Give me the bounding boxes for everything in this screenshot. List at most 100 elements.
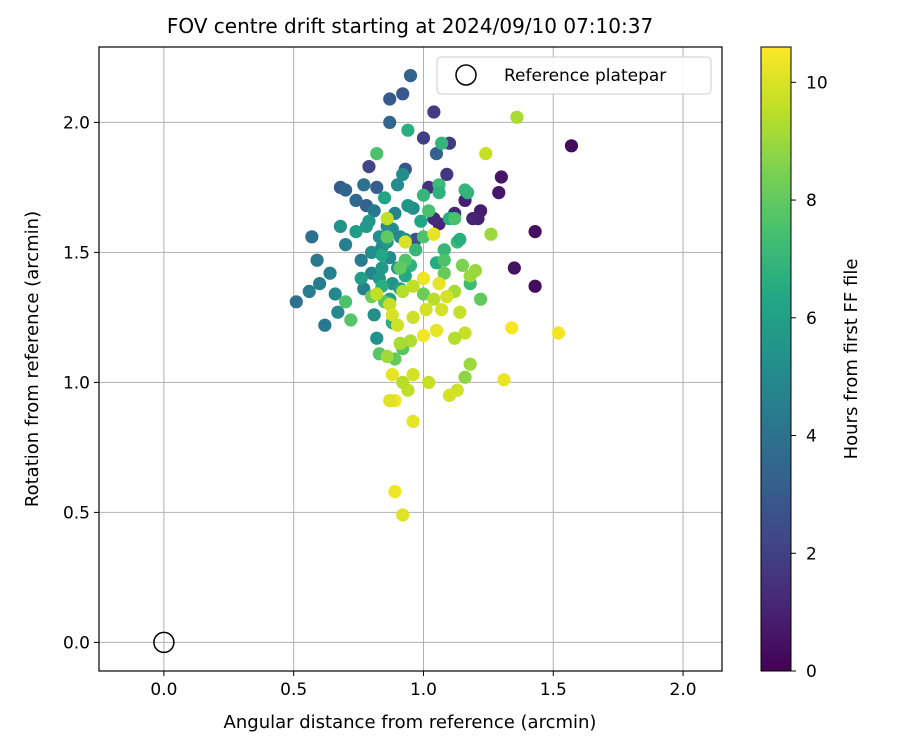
scatter-point [494, 170, 508, 184]
scatter-point [302, 284, 316, 298]
scatter-point [458, 326, 472, 340]
scatter-point [510, 110, 524, 124]
scatter-point [354, 271, 368, 285]
scatter-point [406, 279, 420, 293]
scatter-point [403, 69, 418, 83]
scatter-point [435, 303, 449, 317]
scatter-point [422, 204, 436, 218]
legend-entry: Reference platepar [504, 66, 666, 86]
scatter-point [429, 147, 444, 161]
scatter-point [484, 227, 498, 241]
x-tick-label: 2.0 [670, 680, 697, 700]
scatter-point [505, 321, 519, 335]
scatter-point [458, 370, 472, 384]
scatter-point [401, 199, 415, 213]
colorbar-tick-label: 0 [806, 662, 817, 682]
scatter-point [305, 230, 319, 244]
scatter-point [385, 368, 399, 382]
scatter-point [448, 212, 462, 226]
scatter-point [370, 180, 384, 194]
scatter-point [390, 318, 405, 332]
scatter-point [344, 313, 358, 327]
scatter-point [370, 147, 384, 161]
scatter-point [339, 238, 353, 252]
scatter-point [354, 253, 368, 267]
scatter-point [393, 261, 407, 275]
scatter-point [375, 261, 389, 275]
colorbar-tick-label: 10 [806, 73, 828, 93]
scatter-point [461, 186, 475, 200]
scatter-point [416, 188, 431, 202]
scatter-point [406, 414, 420, 428]
scatter-point [466, 212, 480, 226]
scatter-point [313, 277, 327, 291]
x-axis-ticks: 0.0 0.5 1.0 1.5 2.0 [150, 671, 697, 700]
plot-frame [98, 46, 723, 672]
scatter-point [383, 92, 397, 106]
scatter-point [427, 292, 441, 306]
colorbar-tick-label: 6 [806, 309, 817, 329]
scatter-point [380, 212, 394, 226]
scatter-point [442, 388, 457, 402]
scatter-point [396, 375, 410, 389]
reference-marker [153, 631, 175, 654]
colorbar-tick-label: 2 [806, 544, 817, 564]
scatter-point [416, 230, 431, 244]
scatter-point [437, 266, 451, 280]
scatter-point [453, 305, 467, 319]
colorbar-tick-label: 4 [806, 427, 817, 447]
x-tick-label: 0.0 [150, 680, 177, 700]
scatter-point [289, 295, 303, 309]
scatter-point [409, 243, 423, 257]
legend-box [436, 56, 712, 95]
scatter-point [349, 225, 363, 239]
scatter-point [528, 279, 542, 293]
scatter-point [416, 131, 431, 145]
scatter-point [406, 310, 420, 324]
scatter-point [393, 336, 407, 350]
colorbar-ticks: 0 2 4 6 8 10 [791, 73, 828, 682]
scatter-point [339, 183, 353, 197]
scatter-point [362, 160, 376, 174]
scatter-point [370, 287, 384, 301]
scatter-point [367, 308, 381, 322]
scatter-point [416, 287, 431, 301]
scatter-point [492, 186, 506, 200]
scatter-point [429, 323, 444, 337]
scatter-point [440, 167, 454, 181]
scatter-point [440, 290, 454, 304]
scatter-point [401, 123, 415, 137]
y-axis-ticks: 0.0 0.5 1.0 1.5 2.0 [63, 113, 99, 653]
scatter-point [473, 292, 488, 306]
y-tick-label: 0.5 [63, 503, 90, 523]
scatter-point [396, 284, 410, 298]
scatter-point [367, 204, 381, 218]
scatter-points [289, 69, 579, 522]
y-tick-label: 2.0 [63, 113, 90, 133]
scatter-point [357, 178, 371, 192]
scatter-point [432, 186, 446, 200]
reference-platepar-marker [153, 631, 175, 654]
scatter-point [383, 115, 397, 129]
scatter-point [416, 271, 431, 285]
x-tick-label: 1.0 [410, 680, 437, 700]
scatter-point [377, 191, 392, 205]
scatter-point [318, 318, 332, 332]
scatter-point [437, 253, 451, 267]
scatter-point [432, 277, 446, 291]
scatter-point [414, 214, 428, 228]
scatter-point [406, 368, 420, 382]
y-axis-label: Rotation from reference (arcmin) [22, 211, 43, 507]
scatter-point [383, 297, 397, 311]
scatter-point [388, 485, 402, 499]
scatter-point [396, 167, 410, 181]
scatter-point [362, 214, 376, 228]
scatter-point [396, 87, 410, 101]
scatter-point [463, 269, 477, 283]
scatter-point [497, 373, 511, 387]
scatter-point [323, 266, 337, 280]
scatter-point [455, 258, 470, 272]
scatter-point [380, 349, 394, 363]
x-tick-label: 1.5 [540, 680, 567, 700]
y-tick-label: 0.0 [63, 633, 90, 653]
